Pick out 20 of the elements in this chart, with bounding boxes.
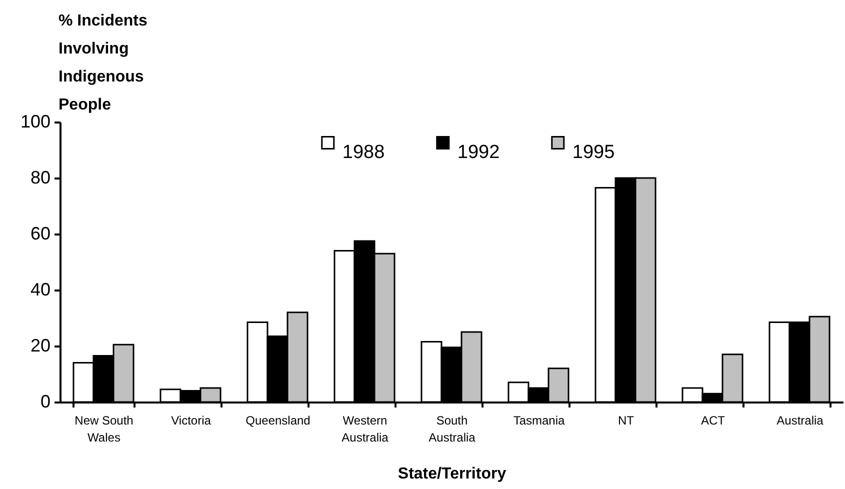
x-tick-label: Queensland (246, 414, 310, 428)
y-tick-label: 20 (30, 336, 50, 356)
y-tick-label: 60 (30, 224, 50, 244)
legend-label: 1995 (572, 142, 615, 163)
x-tick-label: ACT (701, 414, 726, 428)
legend-label: 1988 (342, 142, 385, 163)
x-tick-label: Australia (776, 414, 824, 428)
y-tick-label: 80 (30, 168, 50, 188)
y-axis-title: % Incidents Involving Indigenous People (58, 12, 148, 114)
x-tick-label: South Australia (428, 414, 476, 444)
y-tick-label: 40 (30, 280, 50, 300)
y-tick-label: 0 (40, 392, 50, 412)
x-tick-label: Victoria (171, 414, 212, 428)
x-tick-label: Western Australia (342, 414, 389, 444)
x-tick-label: NT (618, 414, 635, 428)
x-tick-label: New South Wales (74, 414, 134, 444)
x-axis-title: State/Territory (398, 466, 506, 482)
x-tick-label: Tasmania (513, 414, 566, 428)
y-tick-label: 100 (20, 112, 50, 132)
legend-label: 1992 (457, 142, 500, 163)
